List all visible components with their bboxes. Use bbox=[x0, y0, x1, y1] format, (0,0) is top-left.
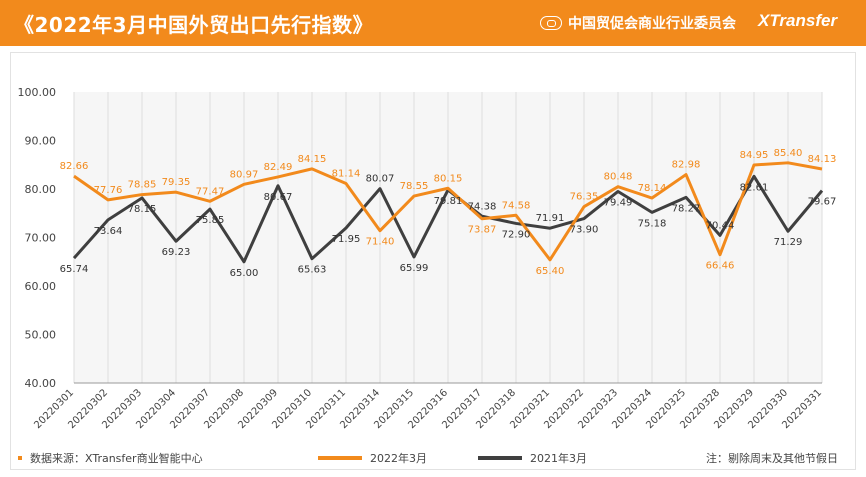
data-label-2022: 65.40 bbox=[536, 266, 565, 277]
data-label-2021: 78.15 bbox=[128, 204, 157, 215]
org-name: 中国贸促会商业行业委员会 bbox=[568, 16, 736, 32]
data-label-2022: 80.48 bbox=[604, 172, 633, 183]
footnote: 注：剔除周末及其他节假日 bbox=[706, 452, 838, 465]
data-label-2022: 74.58 bbox=[502, 200, 531, 211]
legend-item-2021: 2021年3月 bbox=[478, 450, 587, 466]
data-source: 数据来源：XTransfer商业智能中心 bbox=[18, 450, 203, 466]
data-label-2021: 65.74 bbox=[60, 264, 89, 275]
legend-swatch-2021 bbox=[478, 456, 522, 460]
data-label-2021: 65.99 bbox=[400, 263, 429, 274]
seal-icon bbox=[540, 16, 562, 30]
data-label-2021: 74.38 bbox=[468, 201, 497, 212]
bullet-icon bbox=[18, 456, 22, 460]
data-label-2022: 79.35 bbox=[162, 177, 191, 188]
y-tick-label: 40.00 bbox=[25, 377, 57, 390]
legend-item-2022: 2022年3月 bbox=[318, 450, 427, 466]
chart-title: 《2022年3月中国外贸出口先行指数》 bbox=[14, 13, 374, 37]
data-label-2021: 78.27 bbox=[672, 203, 701, 214]
data-label-2022: 82.66 bbox=[60, 161, 89, 172]
data-label-2021: 79.49 bbox=[604, 197, 633, 208]
data-label-2022: 84.15 bbox=[298, 154, 327, 165]
data-label-2022: 76.35 bbox=[570, 192, 599, 203]
data-label-2022: 81.14 bbox=[332, 168, 361, 179]
data-label-2021: 80.67 bbox=[264, 192, 293, 203]
data-label-2021: 75.18 bbox=[638, 218, 667, 229]
brand-logo: XTransfer bbox=[758, 11, 838, 30]
y-tick-label: 70.00 bbox=[25, 232, 57, 245]
data-label-2022: 78.14 bbox=[638, 183, 667, 194]
data-label-2021: 71.91 bbox=[536, 213, 565, 224]
y-tick-label: 80.00 bbox=[25, 183, 57, 196]
data-label-2022: 77.76 bbox=[94, 185, 123, 196]
data-label-2022: 78.55 bbox=[400, 181, 429, 192]
data-label-2021: 69.23 bbox=[162, 247, 191, 258]
data-label-2021: 80.07 bbox=[366, 174, 395, 185]
data-label-2022: 82.98 bbox=[672, 160, 701, 171]
data-source-text: 数据来源：XTransfer商业智能中心 bbox=[30, 452, 203, 465]
data-label-2022: 78.85 bbox=[128, 180, 157, 191]
data-label-2022: 77.47 bbox=[196, 186, 225, 197]
legend-bar: 数据来源：XTransfer商业智能中心 2022年3月 2021年3月 注：剔… bbox=[0, 450, 866, 468]
data-label-2022: 84.95 bbox=[740, 150, 769, 161]
data-label-2021: 71.95 bbox=[332, 234, 361, 245]
legend-label-2021: 2021年3月 bbox=[530, 452, 587, 465]
data-label-2021: 65.00 bbox=[230, 268, 259, 279]
data-label-2021: 70.44 bbox=[706, 220, 735, 231]
org-logo: 中国贸促会商业行业委员会 bbox=[540, 13, 736, 33]
data-label-2021: 73.64 bbox=[94, 226, 123, 237]
data-label-2021: 72.90 bbox=[502, 229, 531, 240]
data-label-2021: 82.61 bbox=[740, 182, 769, 193]
line-chart: 40.0050.0060.0070.0080.0090.00100.002022… bbox=[18, 86, 837, 431]
data-label-2021: 71.29 bbox=[774, 237, 803, 248]
data-label-2021: 79.81 bbox=[434, 196, 463, 207]
header-bar: 《2022年3月中国外贸出口先行指数》 中国贸促会商业行业委员会 XTransf… bbox=[0, 0, 866, 46]
y-tick-label: 90.00 bbox=[25, 135, 57, 148]
data-label-2022: 73.87 bbox=[468, 225, 497, 236]
series-line-2022 bbox=[73, 161, 823, 262]
data-label-2021: 75.85 bbox=[196, 215, 225, 226]
data-label-2022: 82.49 bbox=[264, 162, 293, 173]
data-label-2021: 65.63 bbox=[298, 265, 327, 276]
data-label-2022: 84.13 bbox=[808, 154, 837, 165]
y-tick-label: 50.00 bbox=[25, 329, 57, 342]
data-label-2022: 80.15 bbox=[434, 173, 463, 184]
legend-label-2022: 2022年3月 bbox=[370, 452, 427, 465]
data-label-2022: 66.46 bbox=[706, 261, 735, 272]
data-label-2022: 71.40 bbox=[366, 237, 395, 248]
legend-swatch-2022 bbox=[318, 456, 362, 460]
data-label-2021: 73.90 bbox=[570, 225, 599, 236]
y-tick-label: 60.00 bbox=[25, 280, 57, 293]
y-tick-label: 100.00 bbox=[18, 86, 57, 99]
data-label-2022: 85.40 bbox=[774, 148, 803, 159]
data-label-2022: 80.97 bbox=[230, 169, 259, 180]
data-label-2021: 79.67 bbox=[808, 197, 837, 208]
